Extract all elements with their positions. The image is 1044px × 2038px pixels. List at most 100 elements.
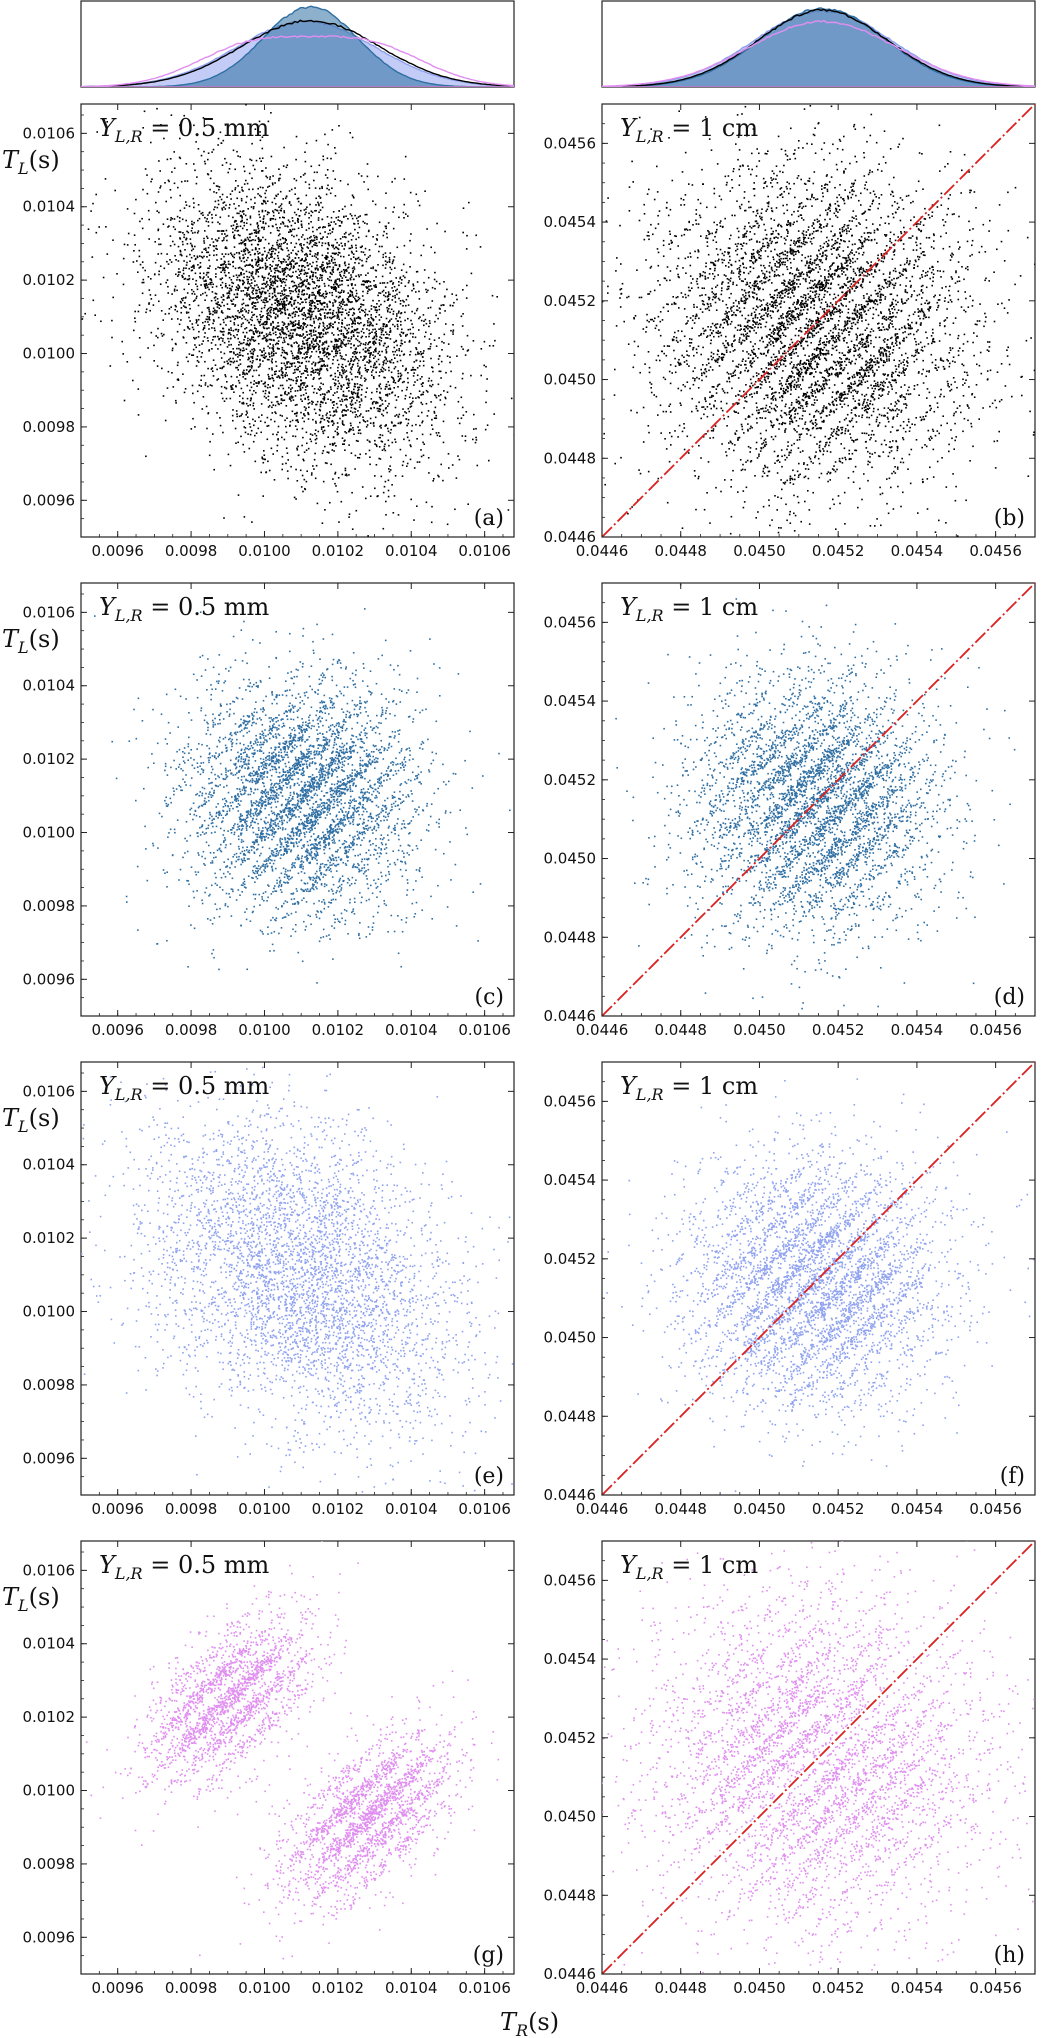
y-tick-label: 0.0456 <box>544 1571 597 1589</box>
x-tick-label: 0.0100 <box>238 1500 291 1518</box>
y-tick-label: 0.0446 <box>544 1486 597 1504</box>
y-tick-label: 0.0100 <box>23 1782 76 1800</box>
y-tick-label: 0.0106 <box>23 124 76 142</box>
x-tick-label: 0.0452 <box>812 542 865 560</box>
y-tick-label: 0.0448 <box>544 928 597 946</box>
marginal-histogram-left <box>80 0 515 88</box>
histogram-series-3 <box>81 35 514 87</box>
y-tick-label: 0.0446 <box>544 1965 597 1983</box>
panel-annotation: YL,R = 0.5 mm <box>99 114 270 146</box>
x-tick-label: 0.0098 <box>165 542 218 560</box>
y-tick-label: 0.0106 <box>23 603 76 621</box>
x-tick-label: 0.0106 <box>458 1979 511 1997</box>
x-tick-label: 0.0454 <box>891 1500 944 1518</box>
y-tick-label: 0.0096 <box>23 1928 76 1946</box>
x-tick-label: 0.0098 <box>165 1021 218 1039</box>
y-tick-label: 0.0100 <box>23 1303 76 1321</box>
y-tick-label: 0.0104 <box>23 677 76 695</box>
y-tick-label: 0.0450 <box>544 371 597 389</box>
y-tick-label: 0.0102 <box>23 1708 76 1726</box>
x-tick-label: 0.0450 <box>733 1979 786 1997</box>
panel-c: 0.0096 0.0096 0.0098 0.0098 0.0100 0.0100 0.01… <box>2 582 515 1039</box>
x-tick-label: 0.0456 <box>969 1021 1022 1039</box>
y-tick-label: 0.0450 <box>544 850 597 868</box>
y-tick-label: 0.0452 <box>544 292 597 310</box>
scatter-points <box>81 104 514 537</box>
x-tick-label: 0.0452 <box>812 1021 865 1039</box>
y-tick-label: 0.0098 <box>23 418 76 436</box>
y-tick-label: 0.0096 <box>23 970 76 988</box>
panel-annotation: YL,R = 1 cm <box>620 114 758 146</box>
y-axis-label: TL(s) <box>2 1104 60 1136</box>
diagonal-line <box>602 104 1035 537</box>
x-tick-label: 0.0098 <box>165 1500 218 1518</box>
x-tick-label: 0.0096 <box>91 1021 144 1039</box>
y-tick-label: 0.0100 <box>23 345 76 363</box>
histogram-series-2 <box>81 19 514 87</box>
y-tick-label: 0.0454 <box>544 1650 597 1668</box>
panel-annotation: YL,R = 1 cm <box>620 1072 758 1104</box>
x-tick-label: 0.0450 <box>733 1500 786 1518</box>
x-tick-label: 0.0106 <box>458 542 511 560</box>
y-tick-label: 0.0098 <box>23 1376 76 1394</box>
y-axis-label: TL(s) <box>2 625 60 657</box>
diagonal-line <box>602 1062 1035 1495</box>
x-axis-label: TR(s) <box>500 2008 559 2038</box>
y-tick-label: 0.0102 <box>23 271 76 289</box>
x-tick-label: 0.0452 <box>812 1500 865 1518</box>
x-tick-label: 0.0102 <box>312 1979 365 1997</box>
panel-annotation: YL,R = 1 cm <box>620 593 758 625</box>
scatter-panels: 0.0096 0.0096 0.0098 0.0098 0.0100 0.0100 0.01… <box>2 103 1036 1997</box>
x-tick-label: 0.0106 <box>458 1500 511 1518</box>
diagonal-line <box>602 583 1035 1016</box>
x-tick-label: 0.0446 <box>576 1500 629 1518</box>
panel-label: (f) <box>1000 1464 1025 1489</box>
panel-label: (h) <box>994 1943 1025 1968</box>
x-tick-label: 0.0102 <box>312 1021 365 1039</box>
x-tick-label: 0.0446 <box>576 1979 629 1997</box>
x-tick-label: 0.0100 <box>238 1021 291 1039</box>
x-tick-label: 0.0446 <box>576 1021 629 1039</box>
y-tick-label: 0.0448 <box>544 1407 597 1425</box>
x-tick-label: 0.0106 <box>458 1021 511 1039</box>
plot-frame <box>80 103 515 538</box>
diagonal-line <box>602 1541 1035 1974</box>
x-tick-label: 0.0454 <box>891 1979 944 1997</box>
marginal-histograms <box>80 0 1036 88</box>
y-tick-label: 0.0104 <box>23 198 76 216</box>
x-tick-label: 0.0456 <box>969 542 1022 560</box>
y-tick-label: 0.0456 <box>544 1092 597 1110</box>
marginal-histogram-right <box>601 0 1036 88</box>
x-tick-label: 0.0104 <box>385 1500 438 1518</box>
y-axis-label: TL(s) <box>2 1583 60 1615</box>
x-tick-label: 0.0450 <box>733 1021 786 1039</box>
y-tick-label: 0.0454 <box>544 692 597 710</box>
scatter-points <box>602 105 1035 537</box>
x-tick-label: 0.0448 <box>654 1500 707 1518</box>
panel-label: (c) <box>475 985 505 1010</box>
panel-label: (e) <box>474 1464 504 1489</box>
x-tick-label: 0.0100 <box>238 542 291 560</box>
panel-label: (d) <box>994 985 1025 1010</box>
y-tick-label: 0.0102 <box>23 1229 76 1247</box>
histogram-series-1 <box>602 7 1035 87</box>
histogram-series-3 <box>602 19 1035 87</box>
panel-label: (a) <box>474 506 504 531</box>
y-tick-label: 0.0450 <box>544 1808 597 1826</box>
y-tick-label: 0.0096 <box>23 1449 76 1467</box>
y-tick-label: 0.0102 <box>23 750 76 768</box>
plot-frame <box>80 582 515 1017</box>
x-tick-label: 0.0096 <box>91 542 144 560</box>
y-axis-label: TL(s) <box>2 146 60 178</box>
x-tick-label: 0.0448 <box>654 542 707 560</box>
y-tick-label: 0.0096 <box>23 491 76 509</box>
x-tick-label: 0.0096 <box>91 1979 144 1997</box>
y-tick-label: 0.0098 <box>23 897 76 915</box>
y-tick-label: 0.0450 <box>544 1329 597 1347</box>
x-tick-label: 0.0454 <box>891 542 944 560</box>
panel-annotation: YL,R = 0.5 mm <box>99 1551 270 1583</box>
scatter-points <box>602 1541 1035 1974</box>
